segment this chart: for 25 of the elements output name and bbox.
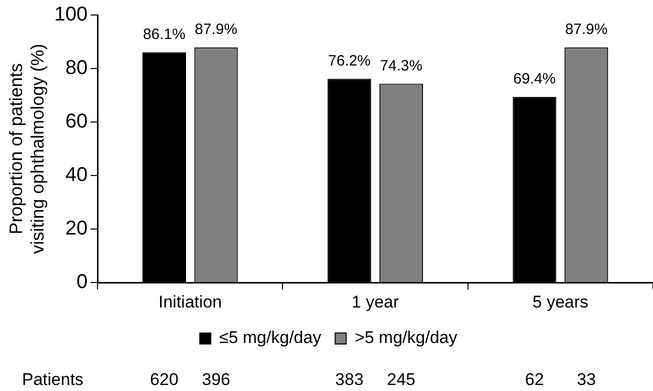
y-tick-label: 40 [65,164,88,186]
data-label: 87.9% [565,21,608,38]
text: 396 [202,370,230,389]
text: 33 [576,370,596,389]
y-tick-label: 80 [65,57,88,80]
y-axis-title: Proportion of patients visiting ophthalmology (%) [6,44,48,254]
y-tick-label: 0 [76,271,88,294]
text: 245 [387,370,416,389]
y-tick-label: 20 [65,218,88,240]
legend-label: ≤5 mg/kg/day [219,328,322,348]
x-tick-label: 5 years [532,292,588,312]
data-label: 87.9% [194,21,238,38]
text: 62 [525,370,544,389]
y-tick-label: 60 [65,110,88,133]
data-label: 76.2% [328,52,371,70]
x-tick-label: Initiation [158,292,222,312]
data-label: 74.3% [380,57,422,74]
data-label: 86.1% [142,26,186,43]
text: 620 [150,370,178,389]
x-tick-label: 1 year [352,292,400,312]
text: Patients [22,370,84,389]
y-tick-label: 100 [54,4,88,26]
legend-label: >5 mg/kg/day [354,328,458,348]
text: 383 [335,370,364,389]
data-label: 69.4% [513,70,556,88]
